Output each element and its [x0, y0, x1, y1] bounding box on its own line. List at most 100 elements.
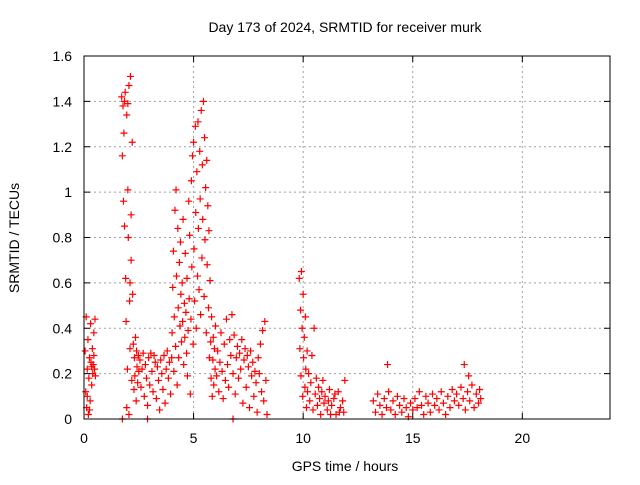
data-point — [133, 363, 141, 371]
data-point — [299, 290, 307, 298]
data-point — [215, 388, 223, 396]
data-point — [218, 367, 226, 375]
data-point — [444, 392, 452, 400]
data-point — [88, 381, 96, 389]
data-point — [126, 72, 134, 80]
data-point — [157, 356, 165, 364]
data-point — [125, 410, 133, 418]
data-point — [238, 336, 246, 344]
data-point — [160, 351, 168, 359]
data-point — [446, 404, 454, 412]
data-point — [129, 340, 137, 348]
data-point — [118, 93, 126, 101]
data-point — [226, 336, 234, 344]
data-point — [220, 340, 228, 348]
data-point — [325, 386, 333, 394]
data-point — [320, 399, 328, 407]
data-point — [84, 336, 92, 344]
data-point — [229, 370, 237, 378]
data-point — [161, 399, 169, 407]
data-point — [197, 106, 205, 114]
data-point — [393, 392, 401, 400]
data-point — [180, 361, 188, 369]
data-point — [396, 401, 404, 409]
data-point — [186, 390, 194, 398]
data-point — [297, 268, 305, 276]
data-point — [165, 358, 173, 366]
data-point — [309, 406, 317, 414]
data-point — [232, 354, 240, 362]
data-point — [175, 354, 183, 362]
data-point — [168, 329, 176, 337]
data-point — [262, 376, 270, 384]
data-point — [203, 261, 211, 269]
data-point — [180, 299, 188, 307]
data-point — [185, 197, 193, 205]
data-point — [130, 386, 138, 394]
data-point — [148, 367, 156, 375]
data-point — [145, 354, 153, 362]
data-point — [336, 404, 344, 412]
data-point — [90, 351, 98, 359]
data-point — [155, 376, 163, 384]
data-point — [475, 399, 482, 407]
data-point — [250, 392, 258, 400]
data-point — [331, 390, 339, 398]
data-point — [321, 392, 329, 400]
data-point — [224, 361, 232, 369]
data-point — [144, 401, 152, 409]
data-point — [207, 374, 215, 382]
data-point — [175, 258, 183, 266]
data-point — [244, 363, 252, 371]
data-point — [202, 184, 210, 192]
data-point — [299, 392, 307, 400]
data-point — [192, 209, 200, 217]
data-point — [188, 152, 196, 160]
y-tick-label: 0.6 — [53, 275, 73, 291]
data-point — [221, 376, 229, 384]
data-point — [181, 249, 189, 257]
data-point — [190, 138, 198, 146]
data-point — [209, 356, 217, 364]
data-point — [85, 406, 93, 414]
y-axis-label: SRMTID / TECUs — [6, 183, 22, 293]
data-point — [318, 388, 326, 396]
data-point — [380, 395, 388, 403]
data-point — [247, 347, 255, 355]
data-point — [159, 386, 167, 394]
data-point — [167, 390, 175, 398]
data-point — [172, 342, 180, 350]
data-point — [178, 279, 186, 287]
data-point — [139, 349, 147, 357]
data-point — [132, 397, 140, 405]
data-point — [162, 365, 170, 373]
data-point — [201, 236, 209, 244]
data-point — [442, 410, 450, 418]
data-point — [126, 279, 134, 287]
data-point — [324, 397, 332, 405]
data-point — [301, 313, 309, 321]
data-point — [176, 238, 184, 246]
data-point — [134, 379, 142, 387]
data-point — [122, 317, 130, 325]
data-point — [409, 406, 417, 414]
data-point — [196, 195, 204, 203]
data-point — [184, 327, 192, 335]
data-point — [88, 363, 96, 371]
data-point — [194, 118, 202, 126]
data-point — [407, 399, 415, 407]
data-point — [149, 388, 157, 396]
data-point — [199, 215, 207, 223]
data-point — [123, 111, 131, 119]
data-point — [123, 404, 131, 412]
y-tick-label: 1.2 — [53, 139, 73, 155]
data-point — [457, 383, 465, 391]
data-point — [182, 308, 190, 316]
data-point — [413, 404, 421, 412]
data-point — [297, 306, 305, 314]
data-point — [208, 392, 216, 400]
data-point — [428, 390, 436, 398]
x-tick-label: 0 — [80, 430, 88, 446]
data-point — [382, 404, 390, 412]
data-point — [300, 354, 308, 362]
